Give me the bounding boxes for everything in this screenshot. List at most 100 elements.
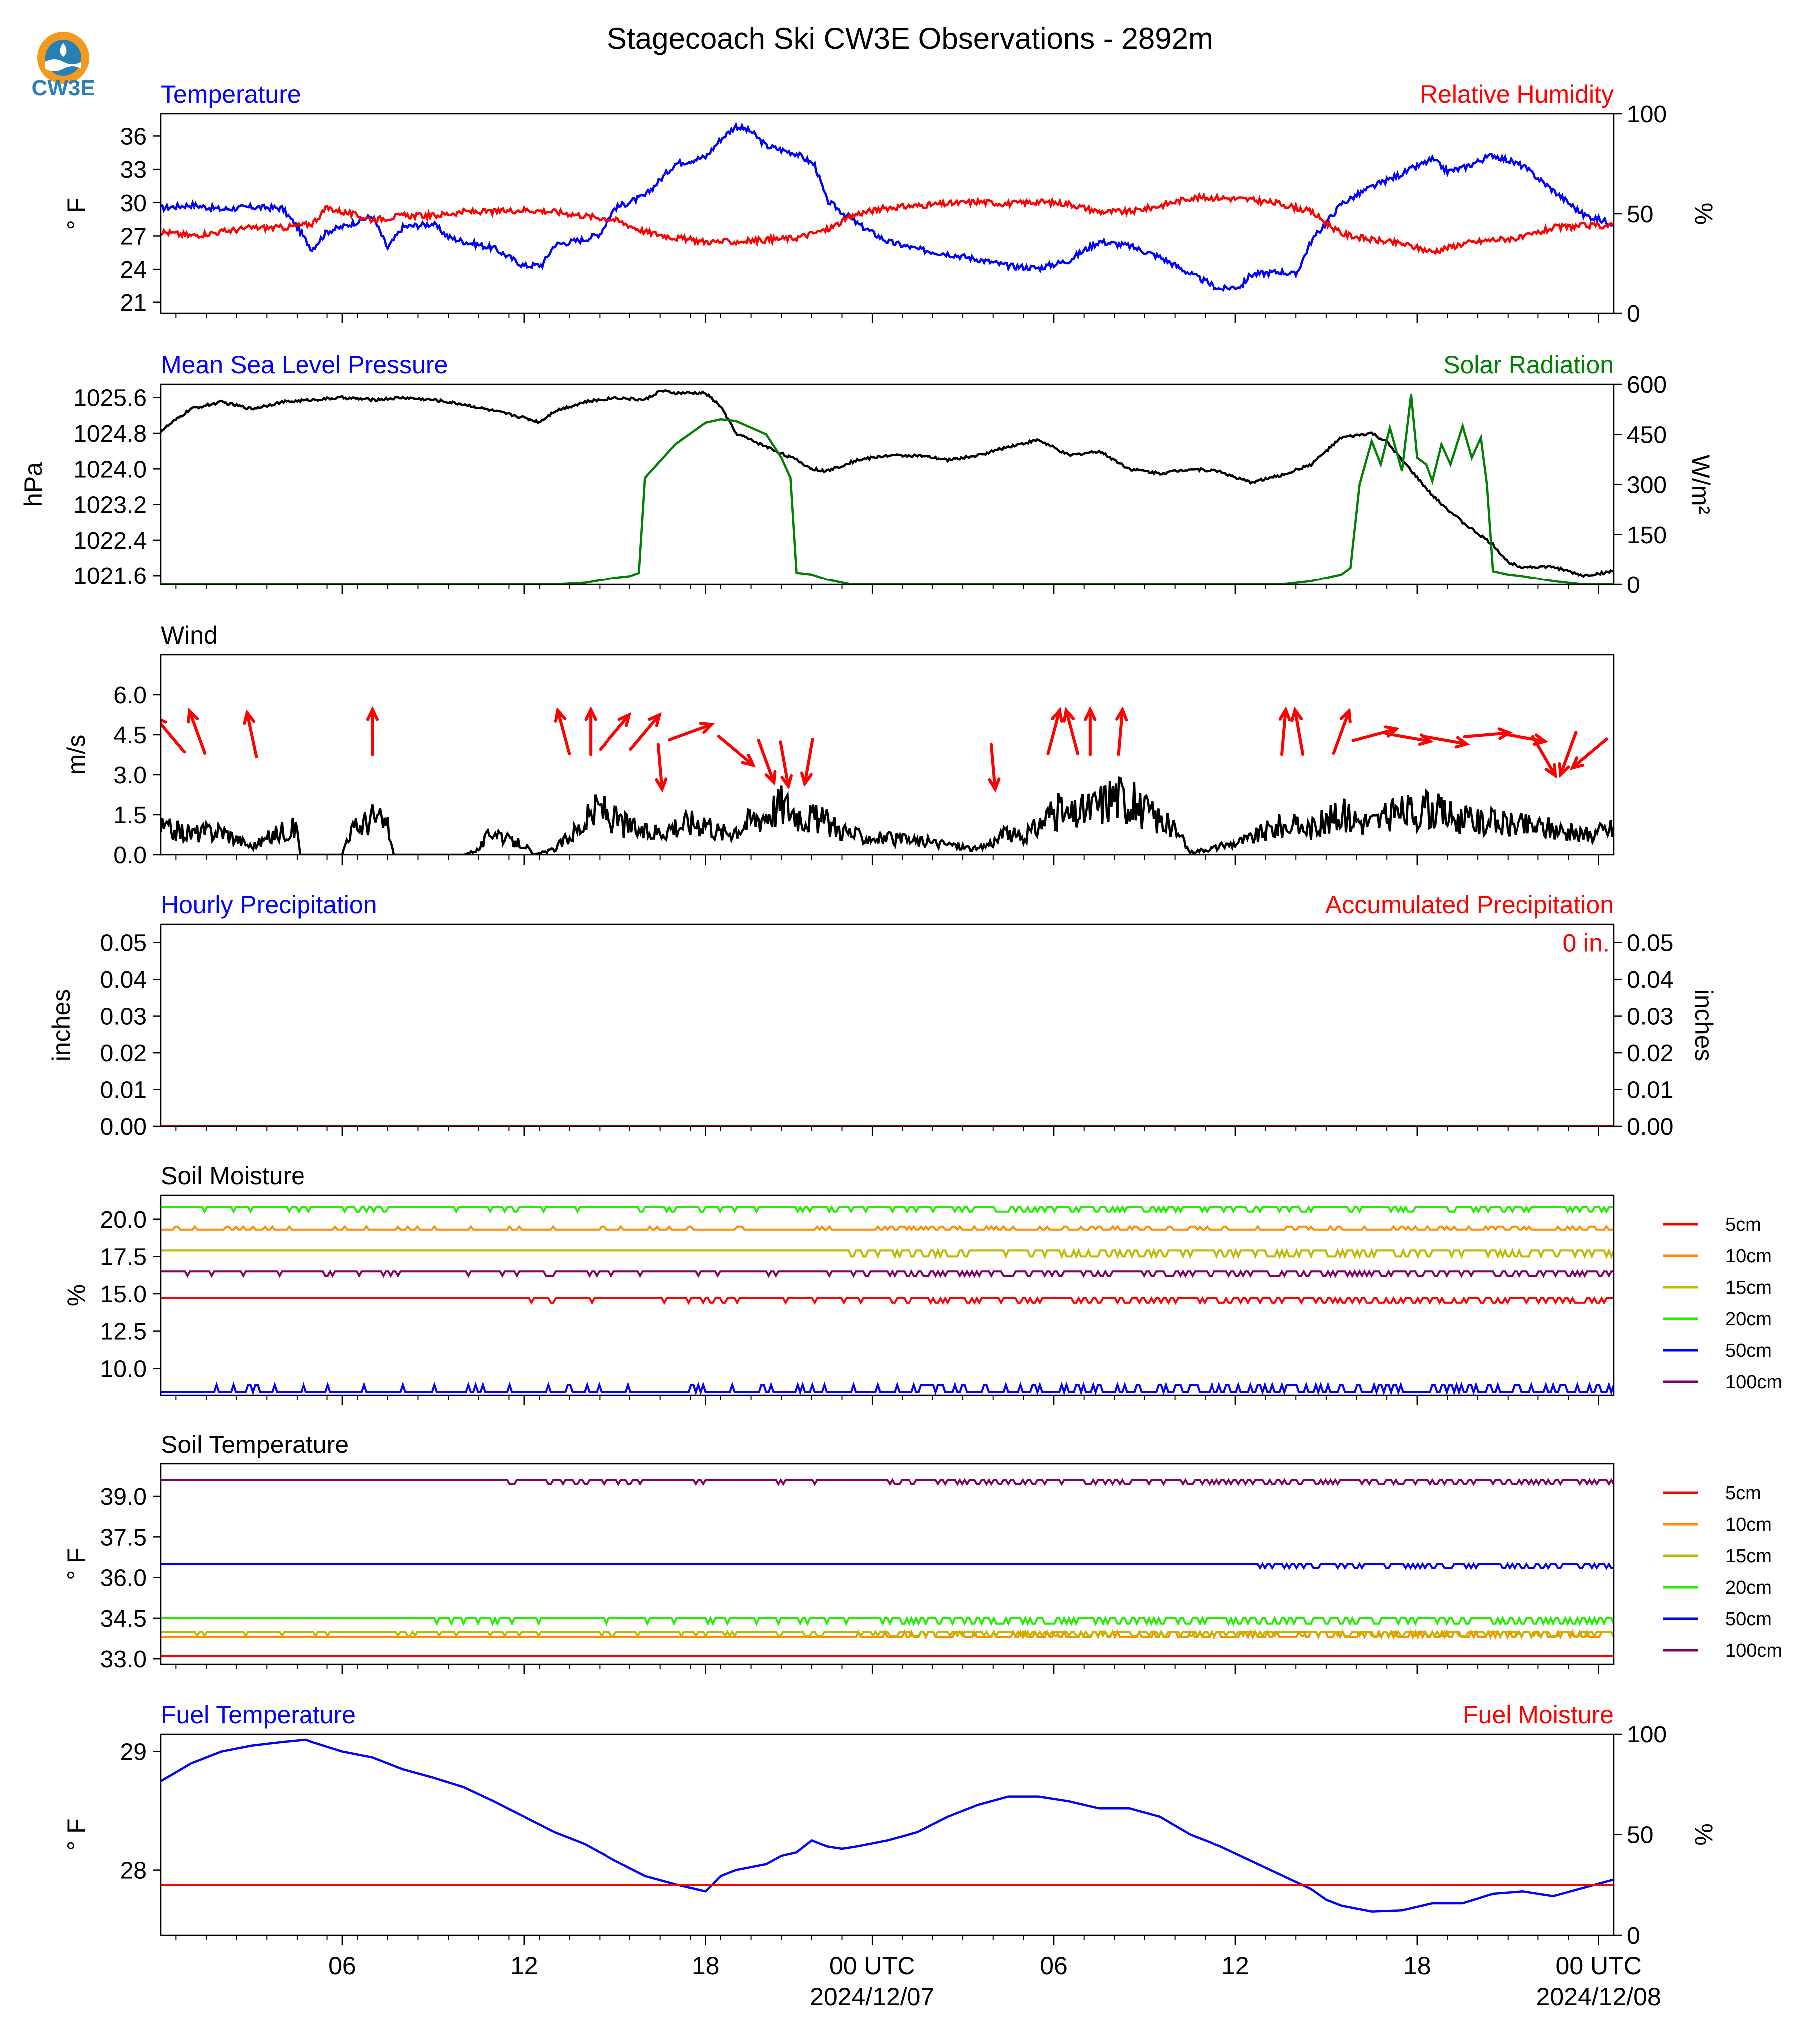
plot-frame: [160, 1463, 1615, 1665]
panel-precip: 0.00 0.01 0.02 0.03 0.04 0.05 0.00 0.01 0.02 0.03…: [47, 891, 1718, 1140]
ytick-label: 24: [120, 257, 147, 283]
wind-arrow: [1062, 707, 1080, 756]
ytick-label-right: 0: [1627, 572, 1640, 598]
ytick-label: 1024.8: [73, 421, 147, 447]
wind-arrow: [1569, 737, 1608, 770]
ytick-label: 12.5: [100, 1319, 147, 1345]
series-soil_moisture-20cm: [161, 1205, 1614, 1214]
y-axis-label: ° F: [62, 1548, 90, 1580]
ytick-label-right: 0: [1627, 1923, 1640, 1949]
wind-arrow: [1499, 732, 1549, 746]
wind-arrow: [1278, 706, 1291, 756]
ytick-label: 3.0: [113, 762, 147, 789]
legend-label: 10cm: [1725, 1246, 1772, 1267]
xtick-label: 00 UTC: [829, 1952, 915, 1980]
series-wind-black: [161, 776, 1614, 855]
xtick-label: 18: [692, 1952, 720, 1980]
series-soil_temperature-100cm: [161, 1478, 1614, 1486]
ytick-label-right: 0.00: [1627, 1114, 1673, 1140]
wind-arrow: [1046, 707, 1063, 756]
y-axis-label-right: inches: [1690, 989, 1718, 1062]
wind-arrow: [1115, 706, 1128, 756]
panel-right-title: Solar Radiation: [1443, 351, 1614, 379]
wind-arrow: [717, 735, 756, 768]
panel-left-title: Soil Temperature: [161, 1431, 349, 1458]
wind-arrow: [629, 712, 662, 751]
ytick-label: 36.0: [100, 1565, 147, 1592]
series-fuel-blue: [161, 1738, 1614, 1913]
xtick-label: 18: [1403, 1952, 1431, 1980]
wind-arrow: [988, 743, 1001, 793]
ytick-label: 0.03: [100, 1004, 147, 1030]
panel-right-title: Accumulated Precipitation: [1325, 891, 1614, 919]
panel-soil_temperature: 33.0 34.5 36.0 37.5 39.0 Soil Temperature ° F 5…: [62, 1431, 1782, 1674]
series-soil_moisture-5cm: [161, 1296, 1614, 1305]
legend-label: 50cm: [1725, 1609, 1772, 1630]
logo-text: CW3E: [31, 76, 95, 100]
panel-temp_rh: 21 24 27 30 33 36 0 50 100 Temperature Relative Hu…: [62, 80, 1718, 327]
ytick-label-right: 50: [1627, 201, 1653, 228]
legend-label: 5cm: [1725, 1214, 1761, 1235]
panel-soil_moisture: 10.0 12.5 15.0 17.5 20.0 Soil Moisture% 5cm 10c…: [62, 1162, 1782, 1405]
plot-frame: [160, 654, 1615, 856]
ytick-label: 33.0: [100, 1646, 147, 1673]
ytick-label: 6.0: [113, 682, 147, 709]
plot-frame: [160, 113, 1615, 314]
series-soil_temperature-20cm: [161, 1616, 1614, 1626]
ytick-label: 0.0: [113, 842, 147, 869]
series-temp_rh-red: [161, 191, 1614, 256]
xtick-label: 12: [1221, 1952, 1249, 1980]
wind-arrow: [668, 722, 715, 742]
ytick-label: 1023.2: [73, 492, 147, 519]
y-axis-label: hPa: [19, 462, 47, 507]
accumulated-precip-annotation: 0 in.: [1562, 929, 1610, 957]
y-axis-label-right: W/m²: [1687, 455, 1715, 514]
wind-arrow: [1558, 731, 1578, 778]
series-mslp_solar-black: [161, 389, 1614, 578]
wind-arrow: [779, 740, 793, 790]
ytick-label: 0.05: [100, 930, 147, 957]
wind-arrow: [243, 709, 258, 759]
ytick-label-right: 0: [1627, 301, 1640, 327]
xtick-date-label: 2024/12/07: [810, 1983, 934, 2011]
ytick-label: 21: [120, 290, 147, 316]
wind-arrow: [599, 712, 632, 751]
ytick-label-right: 150: [1627, 522, 1667, 549]
y-axis-label: ° F: [62, 1818, 90, 1850]
series-soil_moisture-10cm: [161, 1225, 1614, 1231]
ytick-label: 4.5: [113, 722, 147, 749]
plot-frame: [160, 1733, 1615, 1936]
panel-left-title: Hourly Precipitation: [161, 891, 377, 919]
wind-arrow: [366, 706, 379, 756]
y-axis-label: %: [62, 1284, 90, 1306]
panel-left-title: Fuel Temperature: [161, 1701, 356, 1729]
series-soil_temperature-15cm: [161, 1630, 1614, 1638]
wind-arrow: [584, 706, 597, 756]
panel-left-title: Mean Sea Level Pressure: [161, 351, 448, 379]
legend-label: 5cm: [1725, 1483, 1761, 1504]
ytick-label: 20.0: [100, 1207, 147, 1233]
legend-label: 20cm: [1725, 1309, 1772, 1330]
ytick-label-right: 0.05: [1627, 930, 1673, 957]
series-soil_temperature-50cm: [161, 1562, 1614, 1570]
series-soil_moisture-100cm: [161, 1269, 1614, 1278]
panel-mslp_solar: 1021.6 1022.4 1023.2 1024.0 1024.8 1025.6 0 150…: [19, 351, 1715, 598]
y-axis-label-right: %: [1690, 1823, 1718, 1845]
ytick-label: 34.5: [100, 1606, 147, 1632]
ytick-label-right: 600: [1627, 372, 1667, 398]
ytick-label: 10.0: [100, 1356, 147, 1382]
legend-label: 20cm: [1725, 1577, 1772, 1598]
wind-arrow: [1084, 706, 1097, 756]
xtick-label: 12: [510, 1952, 538, 1980]
ytick-label: 37.5: [100, 1524, 147, 1551]
cw3e-logo: [37, 32, 89, 84]
wind-arrow: [554, 707, 571, 756]
wind-arrow: [800, 738, 814, 787]
wind-arrow: [655, 743, 668, 793]
ytick-label-right: 450: [1627, 422, 1667, 448]
xtick-label: 06: [328, 1952, 356, 1980]
y-axis-label-right: %: [1690, 203, 1718, 225]
ytick-label: 1025.6: [73, 385, 147, 412]
xtick-label: 00 UTC: [1556, 1952, 1642, 1980]
